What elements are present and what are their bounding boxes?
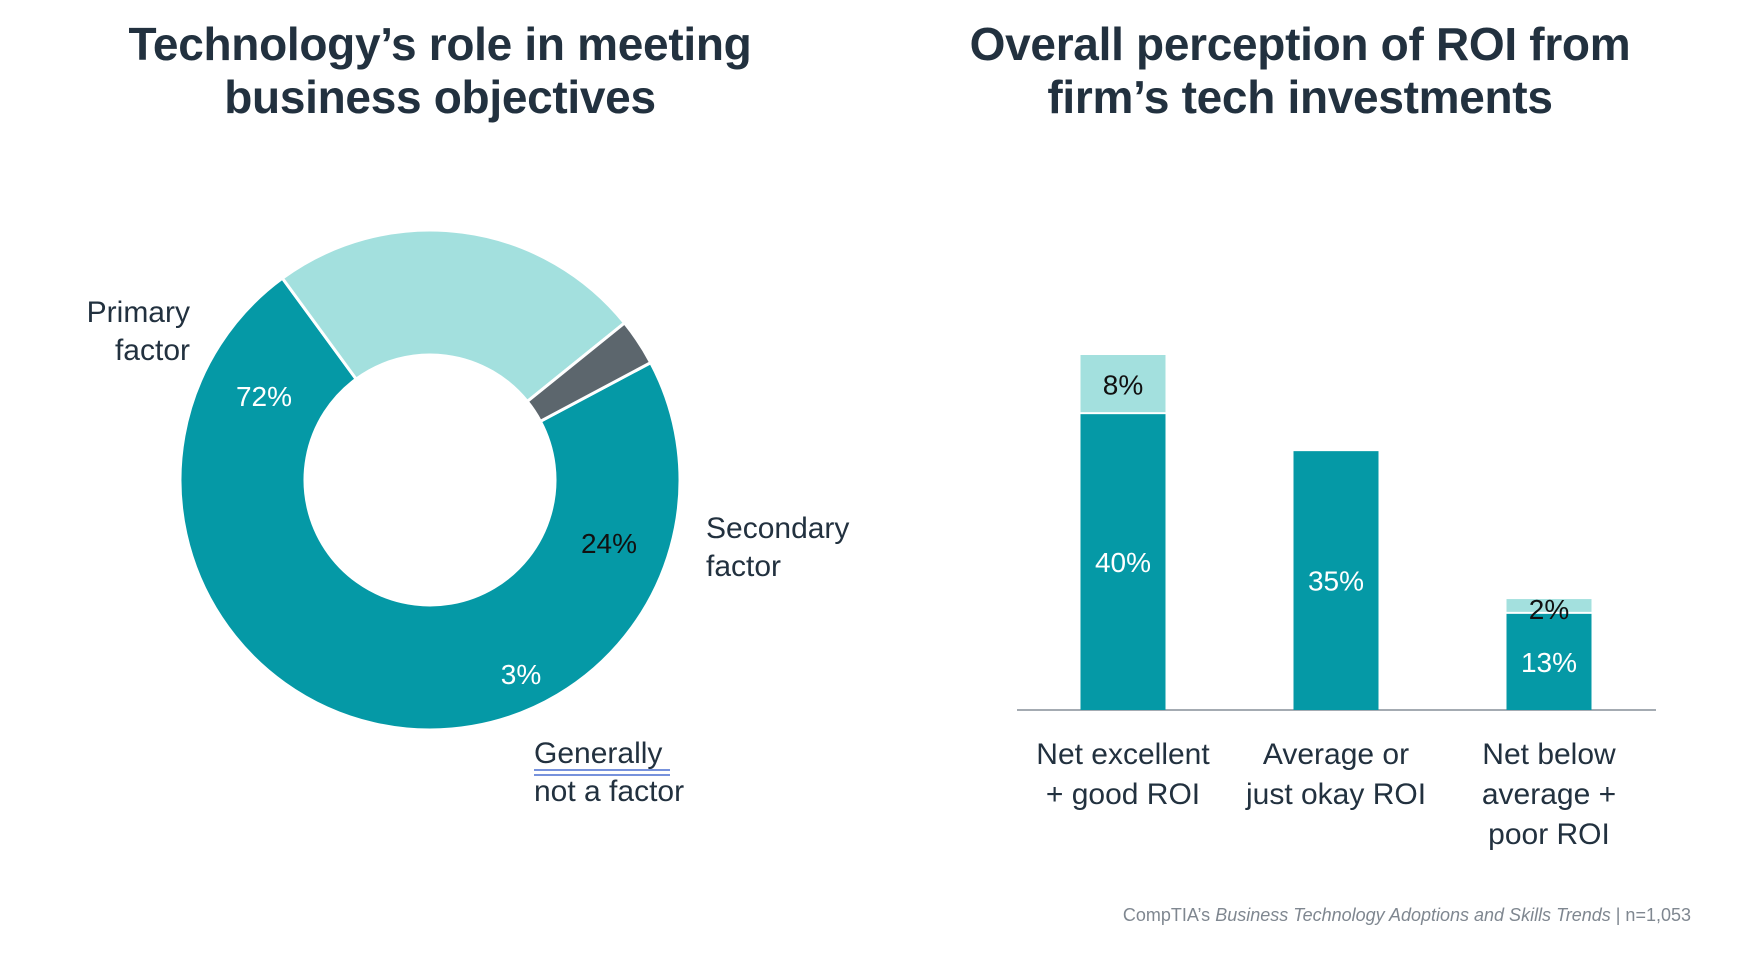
donut-value-label-not-factor: 3% [501,659,541,690]
bar-title-line-1: Overall perception of ROI from [969,18,1631,70]
bar-title-line-2: firm’s tech investments [1047,71,1553,123]
bar-base-2 [1293,451,1379,710]
donut-slice-primary [178,276,682,732]
donut-category-label-secondary-line-2: factor [706,550,781,583]
donut-category-label-not-factor-line-1: Generally [534,737,662,770]
category-label-1-line-2: + good ROI [1046,778,1200,811]
donut-slice-not-factor [525,320,653,424]
footer-source: CompTIA’s [1122,905,1216,925]
bar-top-3 [1506,599,1592,612]
donut-category-label-not-factor-line-2: not a factor [534,775,684,808]
donut-chart-title: Technology’s role in meeting business ob… [60,18,820,124]
donut-title-line-1: Technology’s role in meeting [128,18,752,70]
bar-chart-title: Overall perception of ROI from firm’s te… [900,18,1700,124]
donut-value-label-secondary: 24% [581,528,637,559]
donut-title-line-2: business objectives [224,71,656,123]
source-footer: CompTIA’s Business Technology Adoptions … [1123,905,1691,926]
category-label-2-line-1: Average or [1263,738,1409,771]
donut-value-label-primary: 72% [236,381,292,412]
bar-base-3 [1506,613,1592,710]
footer-sample: | n=1,053 [1610,905,1691,925]
donut-category-label-secondary-line-1: Secondary [706,512,849,545]
bar-top-label-1: 8% [1103,370,1143,401]
donut-chart: 72% 24% 3% Primary factor Secondary factor Gene… [87,228,849,808]
donut-slice-secondary [280,228,627,404]
category-label-1-line-1: Net excellent [1036,738,1210,771]
category-label-3-line-1: Net below [1482,738,1616,771]
category-label-3-line-3: poor ROI [1488,818,1610,851]
bar-top-1 [1080,355,1166,413]
bar-base-label-3: 13% [1521,647,1577,678]
footer-publication: Business Technology Adoptions and Skills… [1215,905,1611,925]
bar-base-label-2: 35% [1308,566,1364,597]
bar-base-label-1: 40% [1095,547,1151,578]
donut-category-label-primary-line-1: Primary [87,296,190,329]
bar-top-label-3: 2% [1529,594,1569,625]
donut-category-label-primary-line-2: factor [115,334,190,367]
bar-chart: 40% 8% Net excellent + good ROI 35% Average o… [1017,355,1656,851]
category-label-3-line-2: average + [1482,778,1616,811]
category-label-2-line-2: just okay ROI [1245,778,1426,811]
bar-base-1 [1080,414,1166,710]
